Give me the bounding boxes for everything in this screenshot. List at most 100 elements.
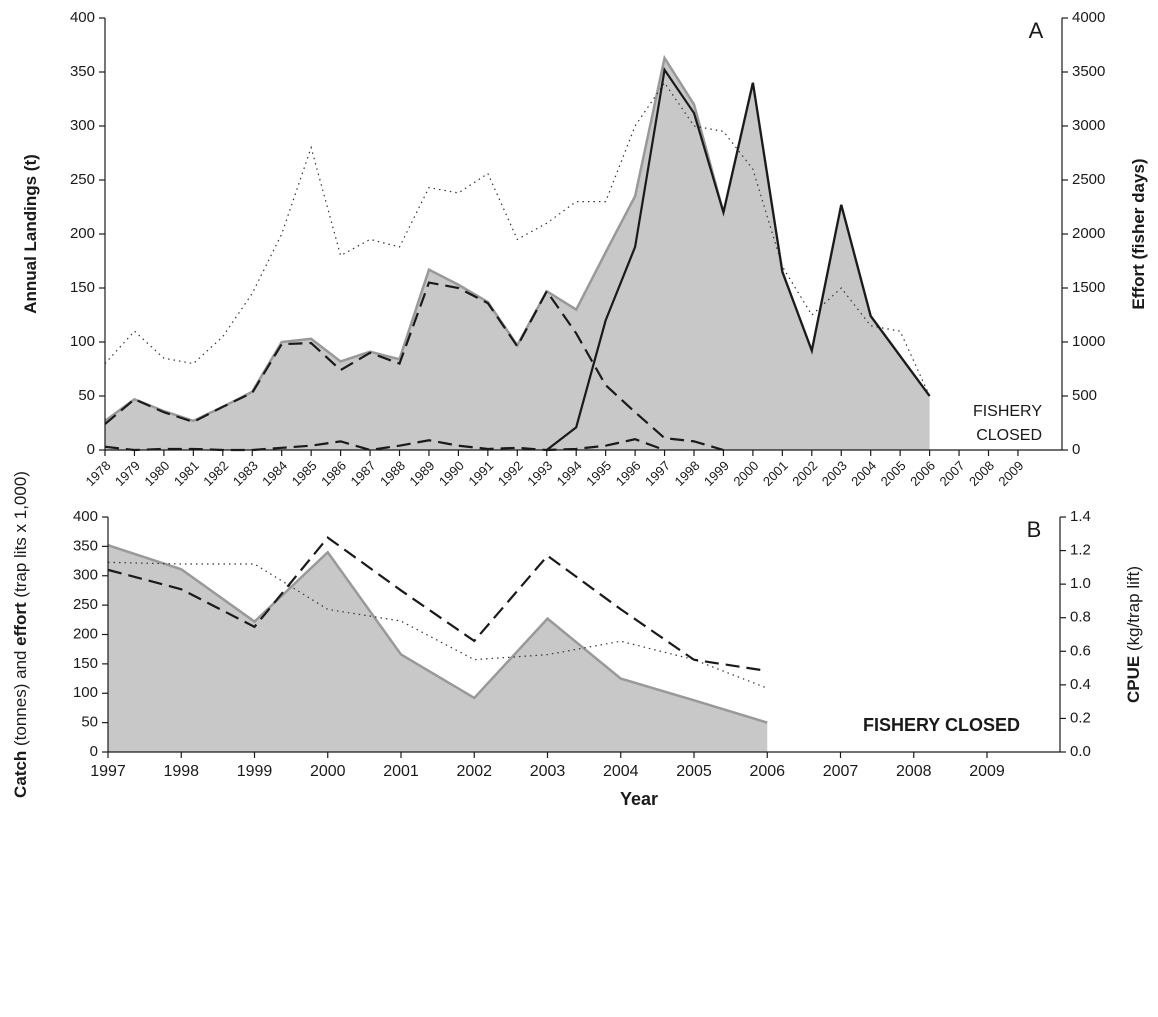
y-axis-label-part: Annual Landings (t) (21, 154, 40, 314)
y-tick-label: 0 (90, 743, 98, 760)
y-axis-label-part: (trap lits x 1,000) (11, 471, 30, 602)
y2-axis-label-part: Effort (fisher days) (1129, 158, 1148, 309)
y2-tick-label: 3500 (1072, 63, 1105, 80)
y-tick-label: 200 (70, 225, 95, 242)
y-tick-label: 200 (73, 625, 98, 642)
x-tick-label: 1988 (377, 458, 408, 489)
x-tick-label: 1985 (289, 458, 320, 489)
y2-tick-label: 1500 (1072, 279, 1105, 296)
x-tick-label: 2006 (907, 458, 938, 489)
x-tick-label: 1993 (524, 458, 555, 489)
annotation: FISHERY (973, 403, 1042, 420)
x-tick-label: 2002 (456, 763, 492, 780)
y-tick-label: 150 (73, 655, 98, 672)
area (105, 57, 930, 451)
y2-tick-label: 0 (1072, 441, 1080, 458)
x-tick-label: 1989 (406, 458, 437, 489)
x-axis-label: Year (620, 789, 658, 809)
y-tick-label: 350 (70, 63, 95, 80)
x-tick-label: 1991 (465, 458, 496, 489)
x-tick-label: 2002 (789, 458, 820, 489)
x-tick-label: 1987 (348, 458, 379, 489)
x-tick-label: 2005 (676, 763, 712, 780)
y2-axis-label: CPUE (kg/trap lift) (1124, 566, 1143, 703)
x-tick-label: 2009 (969, 763, 1005, 780)
y2-tick-label: 0.8 (1070, 609, 1091, 626)
y-axis-label: Annual Landings (t) (21, 154, 40, 314)
y-tick-label: 100 (70, 333, 95, 350)
y-tick-label: 50 (78, 387, 95, 404)
y-axis-label-part: (tonnes) and (11, 646, 30, 751)
x-tick-label: 2004 (848, 458, 879, 489)
x-tick-label: 2000 (310, 763, 346, 780)
x-tick-label: 1999 (237, 763, 273, 780)
x-tick-label: 1978 (82, 458, 113, 489)
y-tick-label: 50 (81, 714, 98, 731)
y2-tick-label: 2500 (1072, 171, 1105, 188)
y2-tick-label: 4000 (1072, 9, 1105, 26)
x-tick-label: 1999 (701, 458, 732, 489)
area (108, 545, 768, 752)
panel-label: B (1027, 517, 1042, 542)
annotation: CLOSED (976, 427, 1042, 444)
x-tick-label: 2008 (966, 458, 997, 489)
x-tick-label: 1997 (642, 458, 673, 489)
y-tick-label: 350 (73, 537, 98, 554)
y-axis-label-part: Catch (11, 751, 30, 798)
x-tick-label: 2000 (730, 458, 761, 489)
x-tick-label: 2005 (878, 458, 909, 489)
x-tick-label: 1986 (318, 458, 349, 489)
line (107, 536, 768, 673)
y2-axis-label: Effort (fisher days) (1129, 158, 1148, 309)
line (104, 281, 724, 452)
x-tick-label: 1984 (259, 458, 290, 489)
y-tick-label: 250 (73, 596, 98, 613)
y2-tick-label: 0.4 (1070, 676, 1091, 693)
x-tick-label: 2008 (896, 763, 932, 780)
x-tick-label: 1992 (495, 458, 526, 489)
y2-tick-label: 1000 (1072, 333, 1105, 350)
y2-tick-label: 1.0 (1070, 575, 1091, 592)
line (546, 66, 931, 451)
y-tick-label: 250 (70, 171, 95, 188)
area-outline (107, 544, 768, 724)
x-tick-label: 1979 (112, 458, 143, 489)
x-tick-label: 1981 (171, 458, 202, 489)
annotation: FISHERY CLOSED (863, 715, 1020, 735)
y2-tick-label: 0.6 (1070, 642, 1091, 659)
x-tick-label: 2006 (749, 763, 785, 780)
x-tick-label: 1982 (200, 458, 231, 489)
y2-tick-label: 1.4 (1070, 508, 1091, 525)
y2-tick-label: 500 (1072, 387, 1097, 404)
y2-axis-label-part: CPUE (1124, 656, 1143, 703)
y-axis-label-part: effort (11, 602, 30, 646)
y2-tick-label: 3000 (1072, 117, 1105, 134)
x-tick-label: 2001 (383, 763, 419, 780)
x-tick-label: 2001 (760, 458, 791, 489)
x-tick-label: 1995 (583, 458, 614, 489)
x-tick-label: 1983 (230, 458, 261, 489)
y2-axis-label-part: (kg/trap lift) (1124, 566, 1143, 656)
line (104, 438, 665, 452)
y-tick-label: 300 (73, 567, 98, 584)
x-tick-label: 2007 (823, 763, 859, 780)
x-tick-label: 1990 (436, 458, 467, 489)
y-tick-label: 300 (70, 117, 95, 134)
y-tick-label: 0 (87, 441, 95, 458)
y-tick-label: 400 (70, 9, 95, 26)
y2-tick-label: 1.2 (1070, 542, 1091, 559)
y-axis-label: Catch (tonnes) and effort (trap lits x 1… (11, 471, 30, 798)
x-tick-label: 1996 (613, 458, 644, 489)
line (104, 81, 931, 397)
x-tick-label: 2003 (530, 763, 566, 780)
y2-tick-label: 0.2 (1070, 709, 1091, 726)
x-tick-label: 1998 (163, 763, 199, 780)
y-tick-label: 100 (73, 684, 98, 701)
x-tick-label: 2007 (937, 458, 968, 489)
panel-label: A (1029, 18, 1044, 43)
x-tick-label: 1980 (141, 458, 172, 489)
x-tick-label: 2004 (603, 763, 639, 780)
x-tick-label: 2009 (995, 458, 1026, 489)
y2-tick-label: 0.0 (1070, 743, 1091, 760)
y-tick-label: 150 (70, 279, 95, 296)
